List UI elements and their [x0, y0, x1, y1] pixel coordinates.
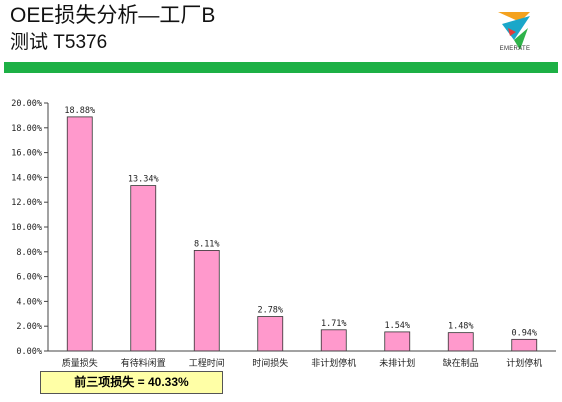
category-label: 缺在制品 [443, 357, 479, 369]
y-tick-label: 6.00% [16, 273, 42, 283]
page-title: OEE损失分析—工厂B [10, 4, 216, 27]
bar [511, 338, 538, 352]
y-tick-label: 12.00% [11, 198, 42, 208]
y-tick-label: 4.00% [16, 297, 42, 307]
category-label: 未排计划 [379, 357, 415, 369]
category-label: 时间损失 [252, 357, 288, 369]
y-tick-label: 14.00% [11, 173, 42, 183]
category-labels: 质量损失 有待料闲置 工程时间 时间损失 非计划停机 未排计划 缺在制品 计划停机 [62, 357, 543, 369]
y-tick-label: 8.00% [16, 248, 42, 258]
oee-loss-bar-chart: 0.00% 2.00% 4.00% 6.00% 8.00% 10.00% 12.00% 14.… [11, 99, 556, 369]
bar-data-label: 13.34% [128, 175, 159, 185]
bar [384, 331, 411, 352]
y-tick-label: 16.00% [11, 149, 42, 159]
bars [66, 116, 538, 352]
category-label: 计划停机 [506, 357, 542, 369]
bar-data-label: 18.88% [64, 106, 95, 116]
logo-text: EMERATE [499, 46, 531, 52]
category-label: 非计划停机 [311, 357, 356, 369]
category-label: 有待料闲置 [121, 357, 166, 369]
bar [66, 116, 93, 352]
bar-data-label: 8.11% [194, 239, 220, 249]
bar [257, 316, 284, 352]
bar [447, 332, 474, 352]
company-logo [498, 12, 530, 50]
bar [320, 329, 347, 352]
bar-data-label: 1.48% [448, 322, 474, 332]
y-tick-label: 0.00% [16, 347, 42, 357]
bar [130, 185, 157, 352]
category-label: 工程时间 [189, 357, 225, 369]
bar-data-label: 1.71% [321, 319, 347, 329]
page-subtitle: 测试 T5376 [10, 32, 108, 53]
data-labels: 18.88% 13.34% 8.11% 2.78% 1.71% 1.54% 1.48% 0.9… [64, 106, 537, 338]
y-tick-label: 18.00% [11, 124, 42, 134]
bar [193, 250, 220, 352]
y-tick-label: 10.00% [11, 223, 42, 233]
bar-data-label: 0.94% [511, 328, 537, 338]
top-three-loss-summary: 前三项损失 = 40.33% [40, 371, 223, 394]
bar-data-label: 1.54% [384, 321, 410, 331]
y-tick-label: 2.00% [16, 322, 42, 332]
header-divider-bar [4, 62, 558, 73]
y-axis-ticks: 0.00% 2.00% 4.00% 6.00% 8.00% 10.00% 12.00% 14.… [11, 99, 48, 357]
bar-data-label: 2.78% [257, 306, 283, 316]
category-label: 质量损失 [62, 357, 98, 369]
y-tick-label: 20.00% [11, 99, 42, 109]
